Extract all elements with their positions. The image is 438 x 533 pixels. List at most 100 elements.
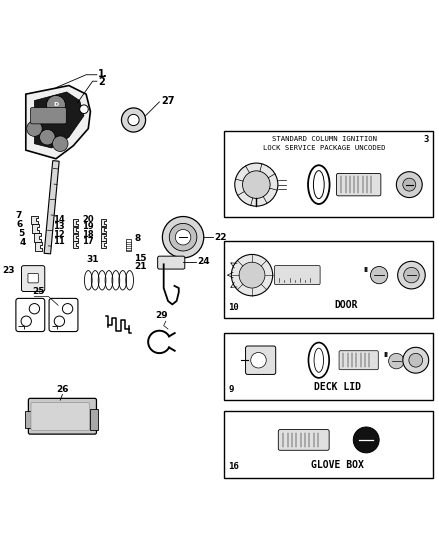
Text: D: D xyxy=(53,102,59,108)
Text: 23: 23 xyxy=(3,266,15,276)
FancyBboxPatch shape xyxy=(246,346,276,375)
Text: GLOVE BOX: GLOVE BOX xyxy=(311,460,364,470)
FancyBboxPatch shape xyxy=(21,265,45,292)
Text: 22: 22 xyxy=(215,233,227,241)
FancyBboxPatch shape xyxy=(158,256,185,269)
Circle shape xyxy=(169,223,197,251)
Text: 7: 7 xyxy=(15,211,21,220)
Circle shape xyxy=(403,348,429,373)
Polygon shape xyxy=(73,234,78,240)
FancyBboxPatch shape xyxy=(16,298,45,332)
Text: 27: 27 xyxy=(162,96,175,106)
Circle shape xyxy=(175,229,191,245)
Circle shape xyxy=(80,105,88,114)
Bar xyxy=(224,131,433,217)
FancyBboxPatch shape xyxy=(275,265,320,285)
Circle shape xyxy=(403,178,416,191)
Circle shape xyxy=(404,268,419,283)
Ellipse shape xyxy=(308,343,329,378)
Polygon shape xyxy=(32,224,39,233)
Circle shape xyxy=(27,121,42,136)
Text: 18: 18 xyxy=(82,230,94,239)
FancyBboxPatch shape xyxy=(28,398,96,434)
Text: 12: 12 xyxy=(53,230,64,239)
Polygon shape xyxy=(101,227,106,233)
Circle shape xyxy=(353,427,379,453)
Bar xyxy=(224,411,433,478)
Bar xyxy=(126,239,131,252)
Polygon shape xyxy=(101,234,106,240)
Polygon shape xyxy=(34,233,41,242)
Circle shape xyxy=(231,254,273,296)
Circle shape xyxy=(251,352,266,368)
Polygon shape xyxy=(44,160,59,254)
Text: STANDARD COLUMN IGNITION
LOCK SERVICE PACKAGE UNCODED: STANDARD COLUMN IGNITION LOCK SERVICE PA… xyxy=(263,136,385,151)
FancyBboxPatch shape xyxy=(278,430,329,450)
Polygon shape xyxy=(26,85,90,159)
Text: 9: 9 xyxy=(228,385,234,393)
FancyBboxPatch shape xyxy=(31,108,66,124)
Polygon shape xyxy=(35,92,84,148)
Circle shape xyxy=(398,261,425,289)
Circle shape xyxy=(389,353,404,369)
Text: 10: 10 xyxy=(228,303,239,312)
Bar xyxy=(224,333,433,400)
FancyBboxPatch shape xyxy=(31,402,89,430)
Text: 6: 6 xyxy=(17,220,23,229)
FancyBboxPatch shape xyxy=(28,273,38,283)
Text: 21: 21 xyxy=(134,262,147,271)
Text: 5: 5 xyxy=(18,229,25,238)
Circle shape xyxy=(54,316,64,326)
Text: 17: 17 xyxy=(82,237,94,246)
Polygon shape xyxy=(35,243,42,251)
Text: DECK LID: DECK LID xyxy=(314,382,360,392)
Text: 15: 15 xyxy=(134,254,147,263)
Circle shape xyxy=(409,353,423,367)
Circle shape xyxy=(396,172,422,198)
Circle shape xyxy=(121,108,145,132)
Text: .: . xyxy=(103,69,107,79)
Text: II: II xyxy=(364,267,369,273)
Polygon shape xyxy=(73,227,78,233)
Circle shape xyxy=(235,163,278,206)
Polygon shape xyxy=(31,216,38,224)
Text: 19: 19 xyxy=(82,222,94,231)
Polygon shape xyxy=(73,241,78,248)
Text: 29: 29 xyxy=(155,311,168,320)
Circle shape xyxy=(21,316,32,326)
FancyBboxPatch shape xyxy=(339,351,378,370)
Circle shape xyxy=(53,136,68,151)
FancyBboxPatch shape xyxy=(90,409,98,430)
Ellipse shape xyxy=(314,171,324,199)
Circle shape xyxy=(162,216,204,258)
Text: 13: 13 xyxy=(53,222,64,231)
Circle shape xyxy=(46,95,65,115)
Text: II: II xyxy=(383,352,388,358)
Ellipse shape xyxy=(314,348,324,372)
Polygon shape xyxy=(101,219,106,226)
Text: 25: 25 xyxy=(32,287,45,296)
FancyBboxPatch shape xyxy=(336,173,381,196)
Circle shape xyxy=(39,130,55,145)
Text: 14: 14 xyxy=(53,215,64,224)
Text: 11: 11 xyxy=(53,237,64,246)
Text: 24: 24 xyxy=(197,257,210,266)
Circle shape xyxy=(243,171,270,198)
Polygon shape xyxy=(101,241,106,248)
Text: 3: 3 xyxy=(423,135,429,144)
Ellipse shape xyxy=(308,165,329,204)
Circle shape xyxy=(128,115,139,126)
Text: 20: 20 xyxy=(82,215,94,224)
Text: 26: 26 xyxy=(56,385,69,393)
Text: 8: 8 xyxy=(134,234,141,243)
Polygon shape xyxy=(73,219,78,226)
Text: 1: 1 xyxy=(98,69,105,79)
FancyBboxPatch shape xyxy=(49,298,78,332)
Text: 31: 31 xyxy=(86,255,99,264)
Bar xyxy=(224,240,433,318)
Text: 4: 4 xyxy=(19,238,26,247)
Circle shape xyxy=(29,304,39,314)
FancyBboxPatch shape xyxy=(25,411,32,428)
Text: 16: 16 xyxy=(228,462,239,471)
Circle shape xyxy=(371,266,388,284)
